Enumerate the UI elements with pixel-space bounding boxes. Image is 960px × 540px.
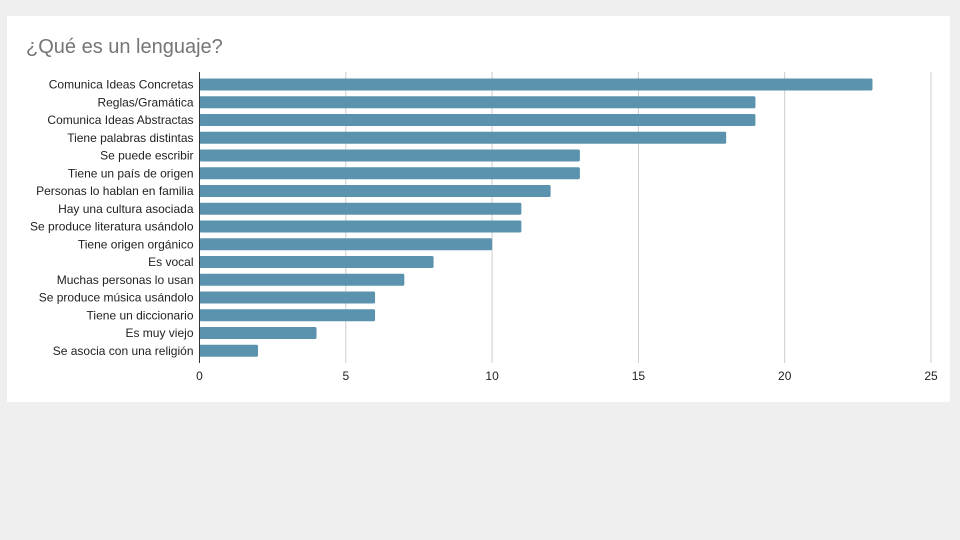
bar — [199, 291, 376, 304]
x-tick-label: 0 — [196, 369, 203, 383]
category-label: Tiene un diccionario — [87, 308, 194, 322]
bar — [199, 256, 434, 268]
category-label: Es vocal — [148, 255, 193, 269]
chart-title: ¿Qué es un lenguaje? — [26, 36, 223, 58]
bars — [199, 78, 873, 357]
bar — [199, 149, 580, 162]
bar — [199, 273, 405, 286]
category-label: Reglas/Gramática — [97, 95, 193, 109]
bar-chart: Comunica Ideas Concretas Reglas/Gramática… — [30, 72, 938, 383]
x-tick-label: 10 — [485, 369, 499, 383]
category-label: Es muy viejo — [125, 326, 193, 340]
bar — [199, 238, 493, 251]
bar — [199, 96, 756, 109]
x-tick-label: 5 — [342, 369, 349, 383]
category-labels: Comunica Ideas Concretas Reglas/Gramática… — [30, 78, 194, 358]
bar — [199, 185, 551, 197]
category-label: Se produce literatura usándolo — [30, 220, 194, 234]
x-tick-label: 25 — [924, 369, 938, 383]
category-label: Comunica Ideas Concretas — [49, 78, 194, 92]
bar — [199, 131, 727, 144]
category-label: Muchas personas lo usan — [57, 273, 194, 287]
category-label: Tiene origen orgánico — [78, 237, 194, 251]
bar — [199, 309, 376, 322]
bar — [199, 78, 873, 91]
category-label: Personas lo hablan en familia — [36, 184, 194, 198]
x-tick-label: 20 — [778, 369, 792, 383]
bar — [199, 220, 522, 233]
x-tick-labels: 0 5 10 15 20 25 — [196, 369, 938, 383]
bar — [199, 167, 580, 180]
category-label: Hay una cultura asociada — [58, 202, 194, 216]
category-label: Se produce música usándolo — [39, 291, 194, 305]
bar — [199, 202, 522, 215]
category-label: Tiene un país de origen — [68, 166, 194, 180]
chart-card: ¿Qué es un lenguaje? Comunica Ideas Conc… — [7, 16, 950, 402]
bar — [199, 344, 259, 357]
category-label: Se puede escribir — [100, 149, 193, 163]
bar — [199, 327, 317, 339]
bar — [199, 114, 756, 126]
category-label: Tiene palabras distintas — [67, 131, 193, 145]
category-label: Comunica Ideas Abstractas — [47, 113, 193, 127]
x-tick-label: 15 — [632, 369, 646, 383]
category-label: Se asocia con una religión — [53, 344, 194, 358]
